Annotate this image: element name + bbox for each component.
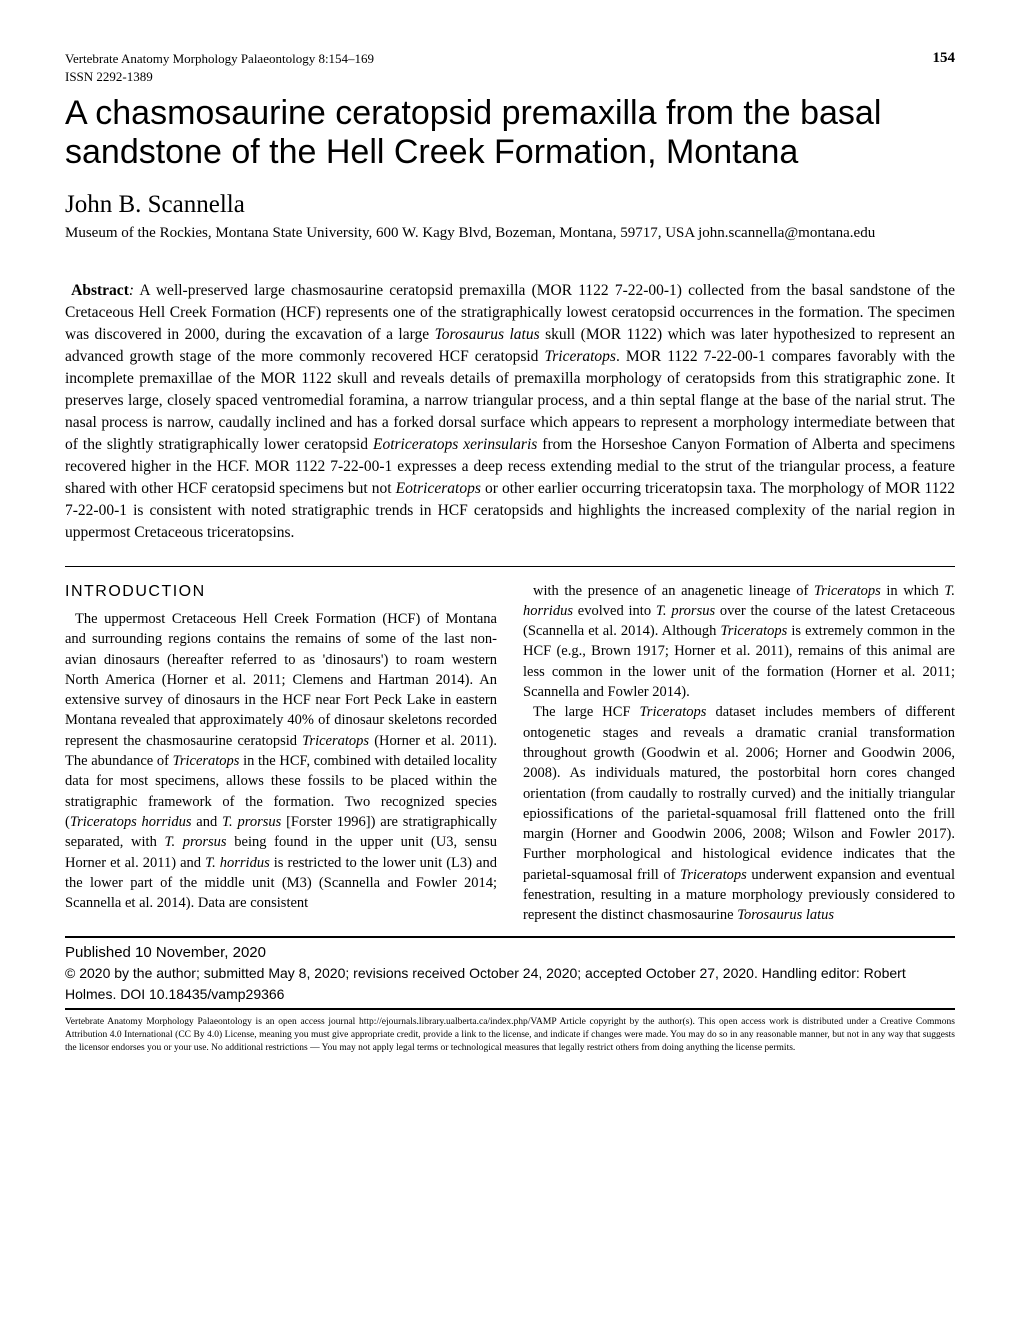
license-text: Vertebrate Anatomy Morphology Palaeontol…: [65, 1016, 955, 1054]
author-affiliation: Museum of the Rockies, Montana State Uni…: [65, 223, 955, 244]
introduction-heading: INTRODUCTION: [65, 581, 497, 603]
publication-info: Published 10 November, 2020 © 2020 by th…: [65, 938, 955, 1008]
page-number: 154: [933, 50, 956, 67]
footer-divider-bot: [65, 1008, 955, 1010]
intro-paragraph-1: The uppermost Cretaceous Hell Creek Form…: [65, 609, 497, 913]
publication-date: Published 10 November, 2020: [65, 942, 955, 964]
right-column: with the presence of an anagenetic linea…: [523, 581, 955, 926]
journal-info: Vertebrate Anatomy Morphology Palaeontol…: [65, 50, 374, 86]
left-column: INTRODUCTION The uppermost Cretaceous He…: [65, 581, 497, 926]
journal-line2: ISSN 2292-1389: [65, 68, 374, 86]
intro-paragraph-3: The large HCF Triceratops dataset includ…: [523, 702, 955, 925]
body-columns: INTRODUCTION The uppermost Cretaceous He…: [65, 581, 955, 926]
intro-paragraph-2: with the presence of an anagenetic linea…: [523, 581, 955, 703]
abstract-label: Abstract: [71, 282, 129, 299]
article-title: A chasmosaurine ceratopsid premaxilla fr…: [65, 94, 955, 172]
abstract-block: Abstract: A well-preserved large chasmos…: [65, 280, 955, 544]
abstract-text: A well-preserved large chasmosaurine cer…: [65, 282, 955, 541]
publication-details: © 2020 by the author; submitted May 8, 2…: [65, 963, 955, 1004]
header-row: Vertebrate Anatomy Morphology Palaeontol…: [65, 50, 955, 86]
journal-line1: Vertebrate Anatomy Morphology Palaeontol…: [65, 50, 374, 68]
author-name: John B. Scannella: [65, 191, 955, 219]
section-divider: [65, 566, 955, 567]
